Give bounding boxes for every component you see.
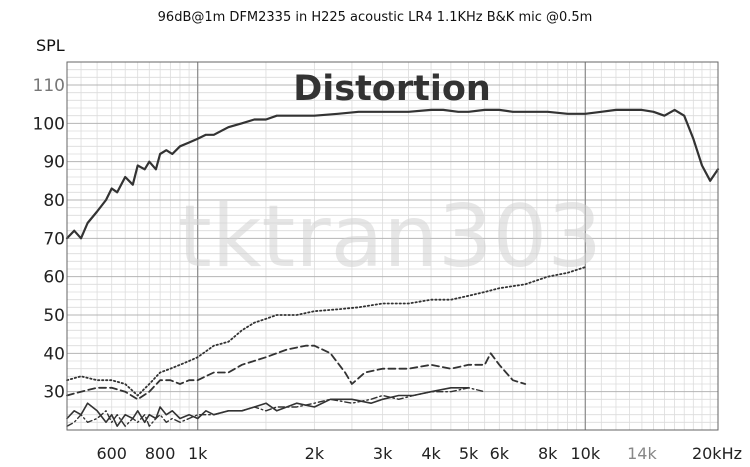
x-tick-label: 10k <box>570 444 600 463</box>
y-tick-label: 90 <box>43 153 65 173</box>
y-tick-label: 40 <box>43 344 65 364</box>
series-line-4 <box>66 387 470 427</box>
x-tick-label: 6k <box>490 444 510 463</box>
x-tick-label: 8k <box>538 444 558 463</box>
series-group <box>65 108 720 427</box>
x-tick-label: 5k <box>459 444 479 463</box>
y-tick-label: 100 <box>33 114 65 134</box>
series-line-1 <box>65 108 720 240</box>
x-tick-label: 800 <box>145 444 176 463</box>
plot-frame <box>66 61 719 431</box>
x-tick-label: 3k <box>373 444 393 463</box>
y-tick-label: 60 <box>43 268 65 288</box>
chart-title: 96dB@1m DFM2335 in H225 acoustic LR4 1.1… <box>158 10 593 25</box>
series-line-5 <box>66 387 486 427</box>
y-axis-label: SPL <box>36 36 65 55</box>
y-tick-label: 110 <box>33 76 65 96</box>
watermark-text: tktran303 <box>178 187 602 287</box>
x-tick-label: 4k <box>421 444 441 463</box>
x-tick-label: 20kHz <box>692 444 742 463</box>
y-tick-label: 80 <box>43 191 65 211</box>
x-tick-label: 2k <box>305 444 325 463</box>
major-gridlines <box>67 62 718 430</box>
x-tick-label: 14k <box>627 444 657 463</box>
x-tick-labels: 600 800 1k 2k 3k 4k 5k 6k 8k 10k 14k 20kHz <box>96 444 742 463</box>
distortion-annotation: Distortion <box>293 69 491 109</box>
series-line-2 <box>66 266 587 397</box>
series-line-3 <box>66 344 527 401</box>
y-tick-labels: 30 40 50 60 70 80 90 100 110 <box>33 76 65 403</box>
x-tick-label: 1k <box>188 444 208 463</box>
y-tick-label: 50 <box>43 306 65 326</box>
y-tick-label: 70 <box>43 229 65 249</box>
x-tick-label: 600 <box>96 444 127 463</box>
y-tick-label: 30 <box>43 383 65 403</box>
